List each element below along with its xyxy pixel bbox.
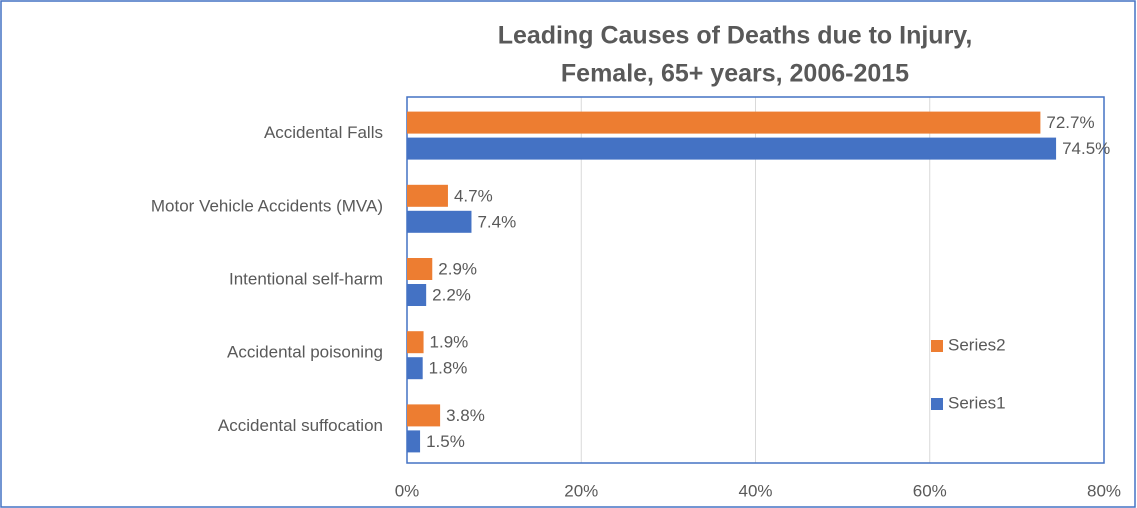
- chart-title: Leading Causes of Deaths due to Injury,: [498, 22, 973, 50]
- data-label: 1.8%: [429, 359, 468, 378]
- bar: [407, 111, 1041, 134]
- data-label: 2.9%: [438, 259, 477, 278]
- y-tick-label: Accidental suffocation: [218, 416, 383, 435]
- legend-swatch: [931, 340, 943, 352]
- legend-swatch: [931, 398, 943, 410]
- x-tick-label: 60%: [913, 481, 947, 500]
- bar: [407, 430, 421, 453]
- data-label: 1.9%: [430, 333, 469, 352]
- bar: [407, 404, 441, 427]
- x-tick-label: 0%: [395, 481, 420, 500]
- y-tick-label: Intentional self-harm: [229, 269, 383, 288]
- data-label: 72.7%: [1046, 113, 1094, 132]
- bar: [407, 331, 424, 354]
- y-tick-label: Accidental Falls: [264, 123, 383, 142]
- data-label: 74.5%: [1062, 139, 1110, 158]
- legend-label: Series1: [948, 393, 1006, 412]
- data-label: 3.8%: [446, 406, 485, 425]
- bar: [407, 137, 1057, 160]
- chart-title: Female, 65+ years, 2006-2015: [561, 60, 909, 88]
- bar: [407, 210, 472, 233]
- data-label: 7.4%: [477, 212, 516, 231]
- x-tick-label: 20%: [564, 481, 598, 500]
- data-label: 2.2%: [432, 285, 471, 304]
- bar: [407, 284, 427, 306]
- x-tick-label: 80%: [1087, 481, 1121, 500]
- bar: [407, 258, 433, 280]
- bar: [407, 357, 423, 380]
- legend-label: Series2: [948, 335, 1006, 354]
- data-label: 1.5%: [426, 432, 465, 451]
- y-tick-label: Motor Vehicle Accidents (MVA): [151, 196, 383, 215]
- x-tick-label: 40%: [738, 481, 772, 500]
- y-tick-label: Accidental poisoning: [227, 343, 383, 362]
- data-label: 4.7%: [454, 186, 493, 205]
- bar: [407, 184, 448, 207]
